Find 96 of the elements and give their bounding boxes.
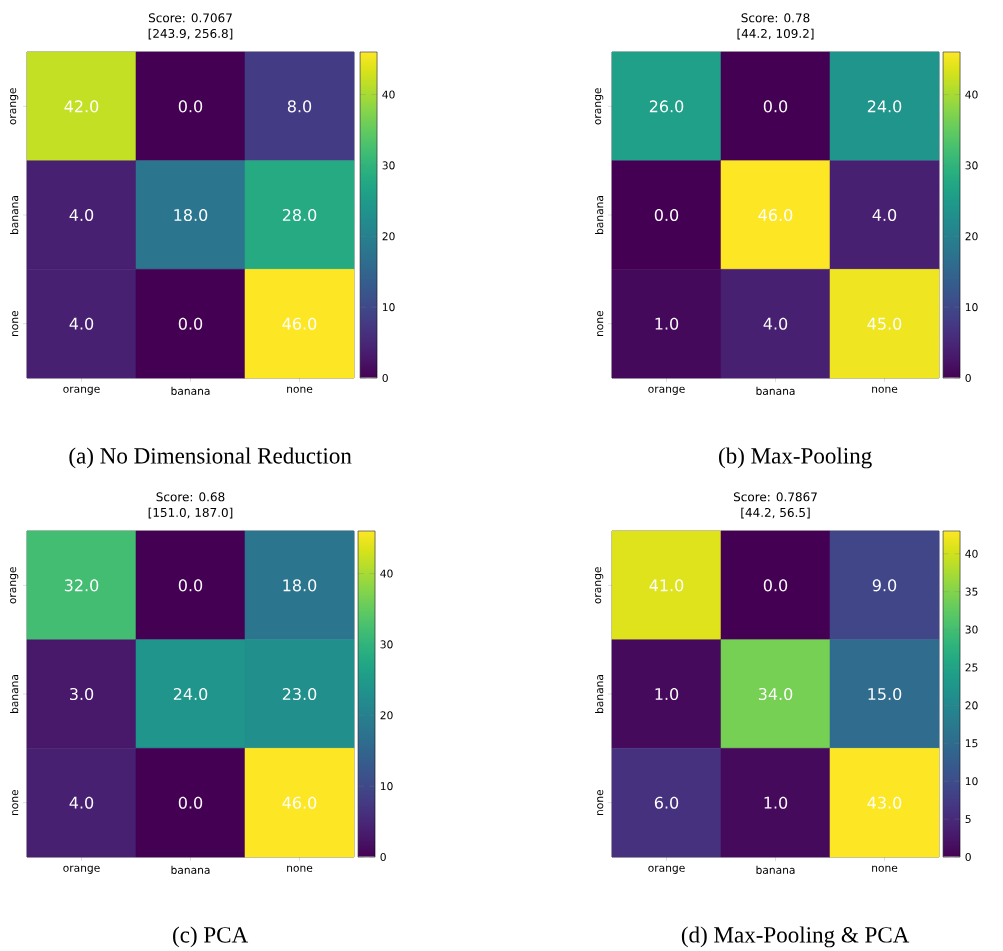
color-bar-label: 30 xyxy=(380,640,393,649)
color-bar-label: 25 xyxy=(965,663,978,672)
y-tick-label: banana xyxy=(595,675,604,714)
y-tick-label: none xyxy=(597,310,604,337)
color-bar-label: 10 xyxy=(380,782,393,791)
data-label: 46.0 xyxy=(758,208,793,222)
color-bar-label: 40 xyxy=(965,90,978,99)
data-label: 4.0 xyxy=(69,796,94,809)
data-label: 26.0 xyxy=(649,100,684,113)
color-bar-label: 40 xyxy=(380,569,393,578)
data-label: 1.0 xyxy=(655,687,679,701)
data-label: 46.0 xyxy=(282,317,317,330)
y-tick-label: orange xyxy=(10,567,19,604)
x-tick-label: orange xyxy=(63,386,100,395)
chart-title: Score: 0.7867 xyxy=(733,492,817,502)
chart-subtitle: [243.9, 256.8] xyxy=(148,28,233,40)
text: (a) No Dimensional Reduction xyxy=(69,447,352,469)
y-tick-label: banana xyxy=(595,196,604,235)
data-label: 28.0 xyxy=(282,208,317,222)
color-bar-label: 20 xyxy=(965,701,978,710)
x-tick-label: none xyxy=(287,386,313,393)
x-tick-label: banana xyxy=(171,386,210,395)
chart-subtitle: [44.2, 109.2] xyxy=(737,28,814,40)
color-bar-label: 0 xyxy=(965,373,971,383)
color-bar-label: 30 xyxy=(382,161,395,170)
x-tick-label: orange xyxy=(63,865,100,874)
data-label: 1.0 xyxy=(655,317,679,330)
data-label: 0.0 xyxy=(763,579,788,592)
color-bar-label: 30 xyxy=(965,161,978,170)
data-label: 24.0 xyxy=(867,100,902,113)
data-label: 0.0 xyxy=(178,317,203,330)
data-label: 18.0 xyxy=(283,579,317,592)
color-bar-label: 35 xyxy=(965,587,978,596)
color-bar-label: 15 xyxy=(965,739,978,748)
data-label: 43.0 xyxy=(867,796,902,809)
data-label: 8.0 xyxy=(287,100,312,113)
color-bar-label: 30 xyxy=(965,625,978,634)
data-label: 34.0 xyxy=(758,687,793,701)
text: (c) PCA xyxy=(173,926,249,948)
text: (d) Max-Pooling & PCA xyxy=(681,926,910,948)
color-bar-label: 20 xyxy=(382,232,395,241)
chart-subtitle: [151.0, 187.0] xyxy=(148,507,233,519)
x-tick-label: orange xyxy=(648,865,685,874)
color-bar-label: 10 xyxy=(382,303,395,312)
x-tick-label: banana xyxy=(756,386,795,395)
data-label: 0.0 xyxy=(178,100,203,113)
data-label: 4.0 xyxy=(69,208,94,222)
data-label: 9.0 xyxy=(872,579,897,592)
color-bar-label: 0 xyxy=(965,852,971,862)
data-label: 0.0 xyxy=(178,579,203,592)
color-bar-label: 5 xyxy=(965,815,971,824)
data-label: 15.0 xyxy=(868,687,902,701)
x-tick-label: none xyxy=(287,865,313,872)
chart-title: Score: 0.68 xyxy=(156,492,225,502)
color-bar-label: 10 xyxy=(965,303,978,312)
color-bar-label: 20 xyxy=(965,232,978,241)
data-label: 3.0 xyxy=(69,687,94,701)
x-tick-label: orange xyxy=(648,386,685,395)
data-label: 42.0 xyxy=(64,100,99,113)
data-label: 4.0 xyxy=(872,208,897,222)
x-tick-label: none xyxy=(872,865,898,872)
color-bar-label: 40 xyxy=(965,549,978,558)
y-tick-label: banana xyxy=(10,675,19,714)
y-tick-label: none xyxy=(12,310,19,337)
chart-title: Score: 0.78 xyxy=(741,13,810,23)
data-label: 0.0 xyxy=(763,100,788,113)
data-label: 18.0 xyxy=(174,208,208,222)
color-bar-label: 0 xyxy=(380,852,386,862)
text: (b) Max-Pooling xyxy=(719,447,872,469)
color-bar-label: 20 xyxy=(380,711,393,720)
chart-subtitle: [44.2, 56.5] xyxy=(741,507,810,519)
x-tick-label: banana xyxy=(171,865,210,874)
color-bar-label: 40 xyxy=(382,90,395,99)
data-label: 0.0 xyxy=(654,208,679,222)
data-label: 4.0 xyxy=(763,317,788,330)
data-label: 24.0 xyxy=(173,687,208,701)
data-label: 45.0 xyxy=(867,317,902,330)
y-tick-label: orange xyxy=(10,88,19,125)
data-label: 6.0 xyxy=(654,796,679,809)
data-label: 32.0 xyxy=(64,579,99,592)
y-tick-label: orange xyxy=(595,88,604,125)
data-label: 4.0 xyxy=(69,317,94,330)
chart-title: Score: 0.7067 xyxy=(148,13,232,23)
data-label: 1.0 xyxy=(764,796,788,809)
x-tick-label: banana xyxy=(756,865,795,874)
data-label: 41.0 xyxy=(649,579,684,592)
color-bar-label: 0 xyxy=(382,373,388,383)
color-bar-label: 10 xyxy=(965,777,978,786)
x-tick-label: none xyxy=(872,386,898,393)
y-tick-label: banana xyxy=(10,196,19,235)
data-label: 46.0 xyxy=(282,796,317,809)
y-tick-label: orange xyxy=(595,567,604,604)
y-tick-label: none xyxy=(12,789,19,816)
data-label: 0.0 xyxy=(178,796,203,809)
y-tick-label: none xyxy=(597,789,604,816)
data-label: 23.0 xyxy=(282,687,317,701)
